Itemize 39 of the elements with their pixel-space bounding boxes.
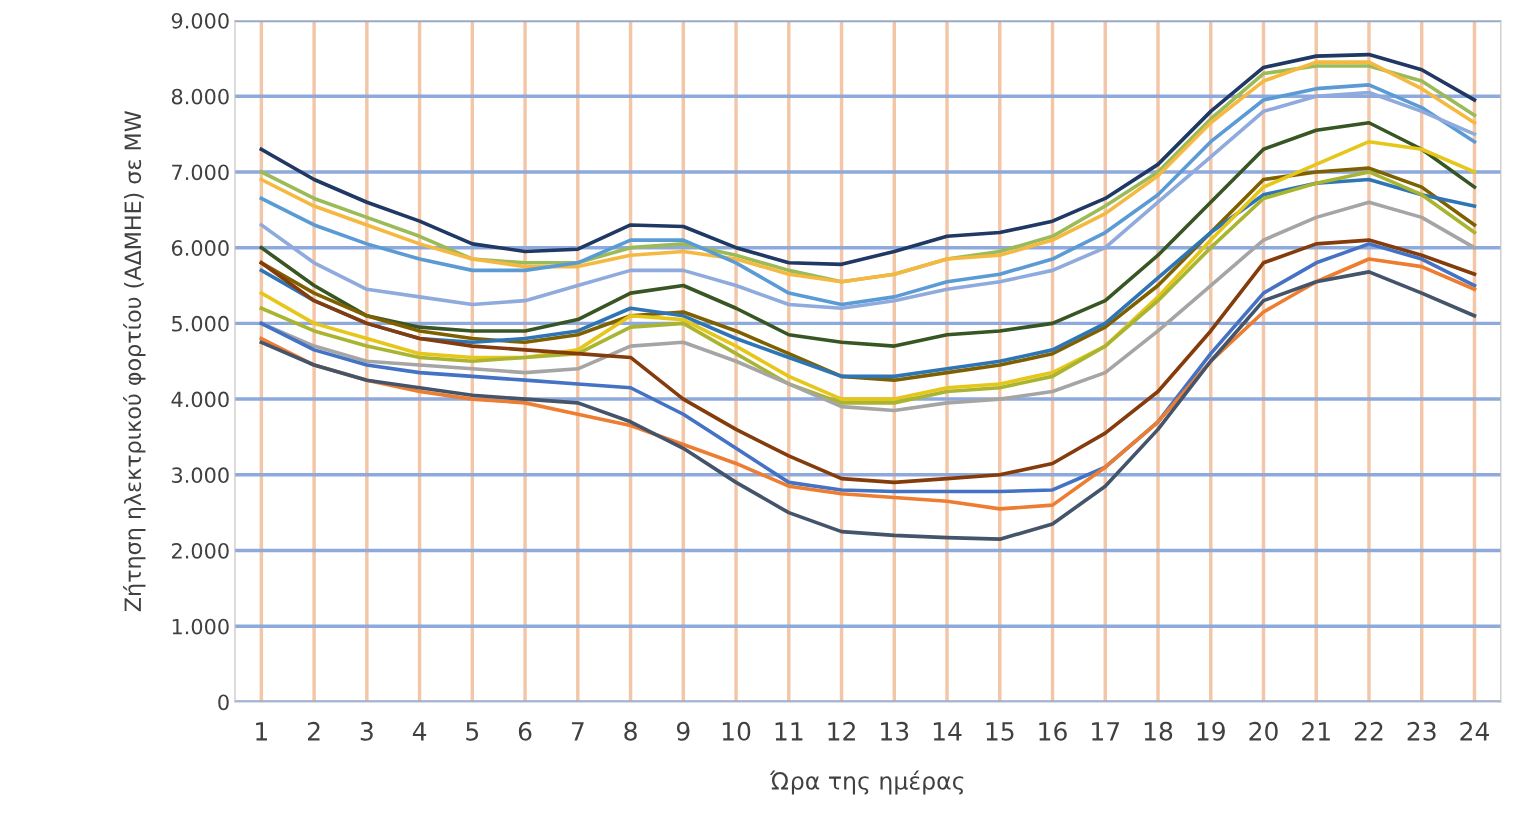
- x-tick-label: 1: [256, 722, 267, 741]
- x-tick-label: 18: [1144, 721, 1173, 741]
- x-tick-label: 23: [1407, 721, 1436, 741]
- x-tick-label: 14: [933, 722, 962, 741]
- x-tick-label: 19: [1197, 721, 1225, 741]
- y-tick-label: 1.000: [172, 618, 229, 635]
- x-tick-label: 10: [722, 721, 751, 741]
- y-tick-label: 8.000: [171, 88, 229, 105]
- x-tick-label: 21: [1302, 721, 1330, 741]
- x-tick-label: 12: [828, 721, 855, 741]
- x-tick-label: 11: [775, 722, 803, 741]
- y-tick-label: 2.000: [172, 542, 229, 559]
- x-tick-label: 24: [1460, 721, 1489, 741]
- x-tick-label: 16: [1039, 721, 1067, 741]
- x-tick-label: 2: [307, 721, 320, 741]
- x-tick-label: 13: [881, 721, 909, 741]
- line-series: [259, 120, 1477, 348]
- y-tick-label: 7.000: [172, 164, 229, 181]
- x-tick-label: 22: [1354, 721, 1383, 741]
- x-tick-label: 7: [571, 722, 584, 741]
- x-tick-label: 8: [624, 721, 637, 741]
- line-series: [259, 270, 1477, 541]
- x-tick-label: 15: [986, 722, 1014, 741]
- x-tick-label: 4: [412, 722, 427, 741]
- x-tick-label: 6: [518, 721, 532, 741]
- y-tick-label: 5.000: [172, 315, 229, 332]
- x-tick-label: 17: [1092, 722, 1120, 741]
- y-axis-title: Ζήτηση ηλεκτρικού φορτίου (ΑΔΜΗΕ) σε MW: [123, 111, 146, 612]
- y-tick-label: 6.000: [171, 240, 229, 256]
- y-tick-label: 9.000: [171, 12, 229, 29]
- x-tick-label: 20: [1249, 721, 1278, 741]
- x-tick-label: 9: [676, 721, 690, 741]
- y-tick-label: 4.000: [171, 391, 229, 408]
- x-tick-label: 3: [360, 721, 373, 741]
- x-tick-label: 5: [466, 722, 479, 741]
- line-series: [259, 200, 1477, 413]
- x-axis-title: Ώρα της ημέρας: [769, 770, 964, 795]
- y-tick-label: 3.000: [172, 467, 229, 484]
- y-tick-label: 0: [218, 694, 229, 711]
